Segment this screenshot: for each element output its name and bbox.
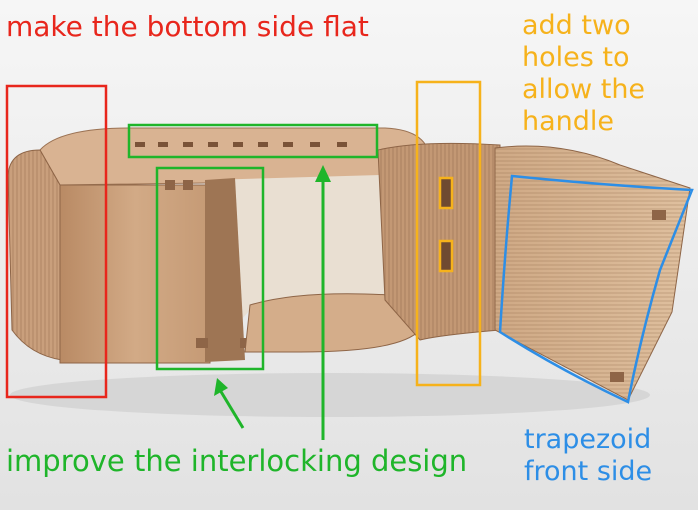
- red-box-left-end: [5, 84, 108, 399]
- left-end-kerf: [8, 150, 62, 360]
- annotation-interlocking: improve the interlocking design: [6, 444, 468, 478]
- front-panel: [59, 184, 211, 364]
- annotation-trapezoid: trapezoid front side: [524, 424, 653, 488]
- green-arrow-top-head: [315, 165, 331, 182]
- annotation-bottom-flat: make the bottom side flat: [6, 10, 369, 43]
- green-arrow-side-head: [214, 378, 228, 396]
- orange-box-curve: [415, 80, 482, 387]
- handle-hole-2: [441, 241, 451, 271]
- green-box-front-joint: [155, 166, 265, 371]
- blue-outline-trapezoid: [498, 174, 694, 404]
- box-opening: [205, 175, 385, 360]
- handle-hole-1: [441, 178, 451, 208]
- shadow: [10, 373, 650, 417]
- green-box-top-slots: [127, 123, 379, 159]
- orange-hole-2: [438, 239, 454, 273]
- wooden-box: [7, 127, 691, 401]
- inner-divider: [205, 178, 245, 362]
- top-slots: [135, 142, 347, 147]
- green-arrow-side-line: [218, 389, 245, 429]
- orange-hole-1: [438, 176, 454, 210]
- annotation-two-holes: add two holes to allow the handle: [522, 10, 646, 137]
- flap-notches: [610, 210, 666, 382]
